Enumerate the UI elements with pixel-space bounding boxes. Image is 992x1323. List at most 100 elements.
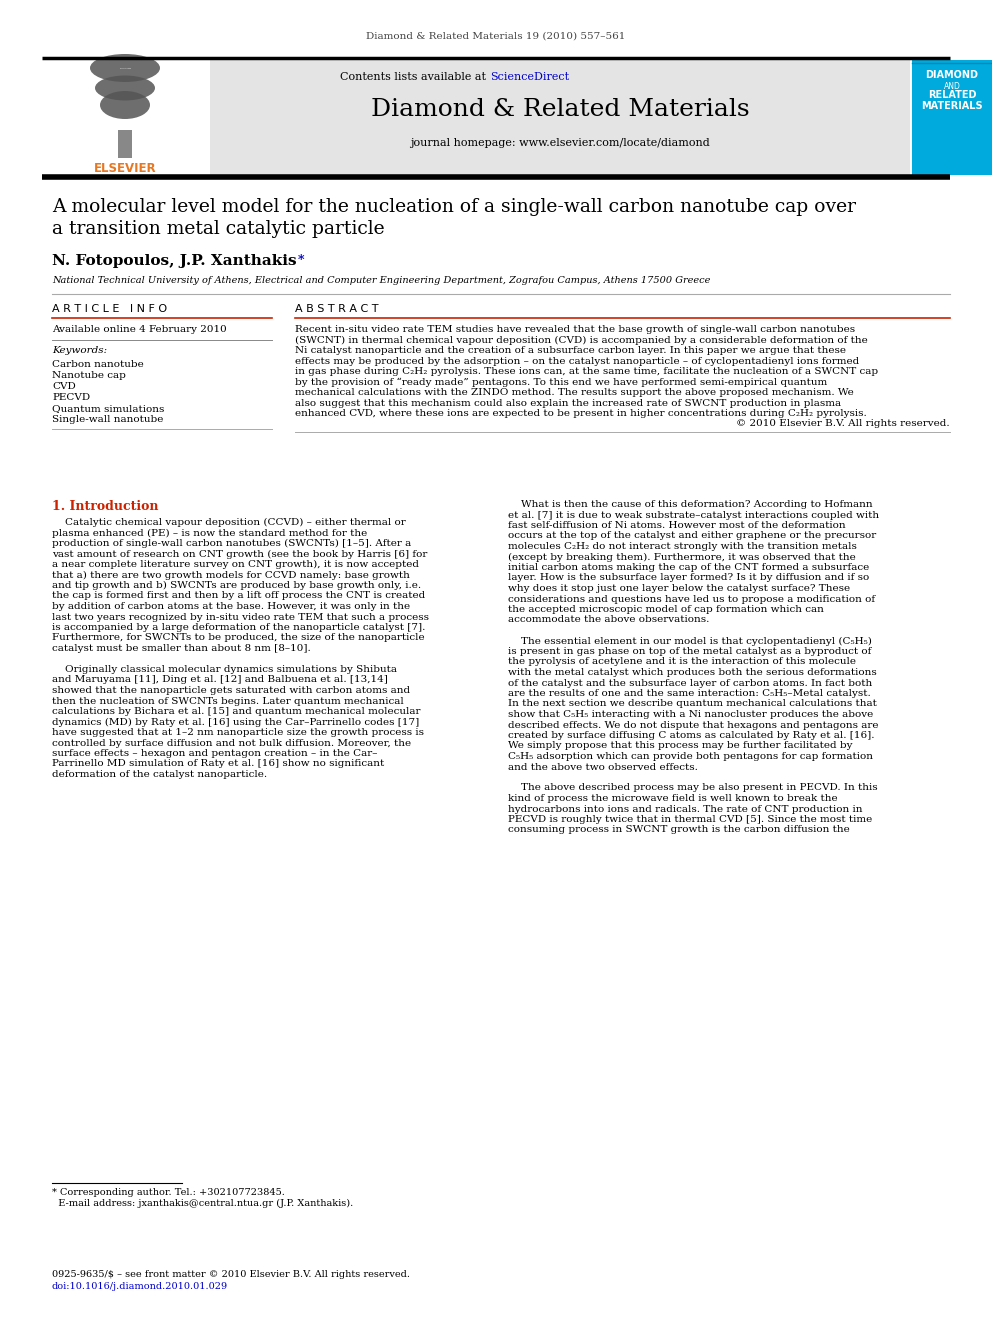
Text: by addition of carbon atoms at the base. However, it was only in the: by addition of carbon atoms at the base.…: [52, 602, 410, 611]
Text: Nanotube cap: Nanotube cap: [52, 370, 126, 380]
Text: PECVD: PECVD: [52, 393, 90, 402]
Text: Diamond & Related Materials 19 (2010) 557–561: Diamond & Related Materials 19 (2010) 55…: [366, 32, 626, 41]
Text: also suggest that this mechanism could also explain the increased rate of SWCNT : also suggest that this mechanism could a…: [295, 398, 841, 407]
Text: enhanced CVD, where these ions are expected to be present in higher concentratio: enhanced CVD, where these ions are expec…: [295, 409, 867, 418]
Text: A B S T R A C T: A B S T R A C T: [295, 304, 379, 314]
Text: The essential element in our model is that cyclopentadienyl (C₅H₅): The essential element in our model is th…: [508, 636, 872, 646]
Text: is accompanied by a large deformation of the nanoparticle catalyst [7].: is accompanied by a large deformation of…: [52, 623, 426, 632]
Text: why does it stop just one layer below the catalyst surface? These: why does it stop just one layer below th…: [508, 583, 850, 593]
Text: DIAMOND: DIAMOND: [926, 70, 978, 79]
Text: * Corresponding author. Tel.: +302107723845.: * Corresponding author. Tel.: +302107723…: [52, 1188, 285, 1197]
Text: (except by breaking them). Furthermore, it was observed that the: (except by breaking them). Furthermore, …: [508, 553, 856, 562]
Text: then the nucleation of SWCNTs begins. Later quantum mechanical: then the nucleation of SWCNTs begins. La…: [52, 696, 404, 705]
Text: journal homepage: www.elsevier.com/locate/diamond: journal homepage: www.elsevier.com/locat…: [410, 138, 710, 148]
Text: ELSEVIER: ELSEVIER: [93, 161, 157, 175]
Text: Diamond & Related Materials: Diamond & Related Materials: [371, 98, 749, 120]
Text: controlled by surface diffusion and not bulk diffusion. Moreover, the: controlled by surface diffusion and not …: [52, 738, 411, 747]
Text: molecules C₂H₂ do not interact strongly with the transition metals: molecules C₂H₂ do not interact strongly …: [508, 542, 857, 550]
Text: Catalytic chemical vapour deposition (CCVD) – either thermal or: Catalytic chemical vapour deposition (CC…: [52, 519, 406, 527]
Text: National Technical University of Athens, Electrical and Computer Engineering Dep: National Technical University of Athens,…: [52, 277, 710, 284]
Text: Carbon nanotube: Carbon nanotube: [52, 360, 144, 369]
Text: A molecular level model for the nucleation of a single-wall carbon nanotube cap : A molecular level model for the nucleati…: [52, 198, 856, 216]
Text: showed that the nanoparticle gets saturated with carbon atoms and: showed that the nanoparticle gets satura…: [52, 687, 410, 695]
Text: Quantum simulations: Quantum simulations: [52, 404, 165, 413]
Text: initial carbon atoms making the cap of the CNT formed a subsurface: initial carbon atoms making the cap of t…: [508, 564, 869, 572]
Text: is present in gas phase on top of the metal catalyst as a byproduct of: is present in gas phase on top of the me…: [508, 647, 871, 656]
Text: *: *: [298, 254, 305, 267]
Text: A R T I C L E   I N F O: A R T I C L E I N F O: [52, 304, 167, 314]
Text: layer. How is the subsurface layer formed? Is it by diffusion and if so: layer. How is the subsurface layer forme…: [508, 573, 869, 582]
Text: consuming process in SWCNT growth is the carbon diffusion the: consuming process in SWCNT growth is the…: [508, 826, 850, 835]
Text: considerations and questions have led us to propose a modification of: considerations and questions have led us…: [508, 594, 875, 603]
Text: plasma enhanced (PE) – is now the standard method for the: plasma enhanced (PE) – is now the standa…: [52, 528, 367, 537]
Text: 1. Introduction: 1. Introduction: [52, 500, 159, 513]
Text: effects may be produced by the adsorption – on the catalyst nanoparticle – of cy: effects may be produced by the adsorptio…: [295, 356, 859, 365]
Text: created by surface diffusing C atoms as calculated by Raty et al. [16].: created by surface diffusing C atoms as …: [508, 732, 875, 740]
Ellipse shape: [95, 75, 155, 101]
Text: Recent in-situ video rate TEM studies have revealed that the base growth of sing: Recent in-situ video rate TEM studies ha…: [295, 325, 855, 333]
Text: catalyst must be smaller than about 8 nm [8–10].: catalyst must be smaller than about 8 nm…: [52, 644, 310, 654]
FancyBboxPatch shape: [118, 130, 132, 157]
Ellipse shape: [90, 54, 160, 82]
Text: ScienceDirect: ScienceDirect: [490, 71, 569, 82]
Text: doi:10.1016/j.diamond.2010.01.029: doi:10.1016/j.diamond.2010.01.029: [52, 1282, 228, 1291]
Text: and the above two observed effects.: and the above two observed effects.: [508, 762, 698, 771]
Text: surface effects – hexagon and pentagon creation – in the Car–: surface effects – hexagon and pentagon c…: [52, 749, 378, 758]
Text: production of single-wall carbon nanotubes (SWCNTs) [1–5]. After a: production of single-wall carbon nanotub…: [52, 538, 412, 548]
Text: and tip growth and b) SWCNTs are produced by base growth only, i.e.: and tip growth and b) SWCNTs are produce…: [52, 581, 422, 590]
Text: E-mail address: jxanthakis@central.ntua.gr (J.P. Xanthakis).: E-mail address: jxanthakis@central.ntua.…: [52, 1199, 353, 1208]
Text: © 2010 Elsevier B.V. All rights reserved.: © 2010 Elsevier B.V. All rights reserved…: [736, 419, 950, 429]
Text: fast self-diffusion of Ni atoms. However most of the deformation: fast self-diffusion of Ni atoms. However…: [508, 521, 845, 531]
Text: (SWCNT) in thermal chemical vapour deposition (CVD) is accompanied by a consider: (SWCNT) in thermal chemical vapour depos…: [295, 336, 868, 344]
Text: a near complete literature survey on CNT growth), it is now accepted: a near complete literature survey on CNT…: [52, 560, 419, 569]
Text: have suggested that at 1–2 nm nanoparticle size the growth process is: have suggested that at 1–2 nm nanopartic…: [52, 728, 424, 737]
Text: dynamics (MD) by Raty et al. [16] using the Car–Parrinello codes [17]: dynamics (MD) by Raty et al. [16] using …: [52, 717, 420, 726]
Text: the accepted microscopic model of cap formation which can: the accepted microscopic model of cap fo…: [508, 605, 824, 614]
FancyBboxPatch shape: [912, 60, 992, 175]
Text: kind of process the microwave field is well known to break the: kind of process the microwave field is w…: [508, 794, 837, 803]
Text: C₅H₅ adsorption which can provide both pentagons for cap formation: C₅H₅ adsorption which can provide both p…: [508, 751, 873, 761]
Text: accommodate the above observations.: accommodate the above observations.: [508, 615, 709, 624]
Text: by the provision of “ready made” pentagons. To this end we have performed semi-e: by the provision of “ready made” pentago…: [295, 377, 827, 386]
Text: deformation of the catalyst nanoparticle.: deformation of the catalyst nanoparticle…: [52, 770, 267, 779]
Text: Single-wall nanotube: Single-wall nanotube: [52, 415, 164, 423]
Text: 0925-9635/$ – see front matter © 2010 Elsevier B.V. All rights reserved.: 0925-9635/$ – see front matter © 2010 El…: [52, 1270, 410, 1279]
Text: vast amount of research on CNT growth (see the book by Harris [6] for: vast amount of research on CNT growth (s…: [52, 549, 428, 558]
Text: that a) there are two growth models for CCVD namely: base growth: that a) there are two growth models for …: [52, 570, 410, 579]
Text: PECVD is roughly twice that in thermal CVD [5]. Since the most time: PECVD is roughly twice that in thermal C…: [508, 815, 872, 824]
Text: et al. [7] it is due to weak substrate–catalyst interactions coupled with: et al. [7] it is due to weak substrate–c…: [508, 511, 879, 520]
Text: Ni catalyst nanoparticle and the creation of a subsurface carbon layer. In this : Ni catalyst nanoparticle and the creatio…: [295, 347, 846, 355]
Ellipse shape: [100, 91, 150, 119]
Text: last two years recognized by in-situ video rate TEM that such a process: last two years recognized by in-situ vid…: [52, 613, 429, 622]
Text: The above described process may be also present in PECVD. In this: The above described process may be also …: [508, 783, 878, 792]
Text: in gas phase during C₂H₂ pyrolysis. These ions can, at the same time, facilitate: in gas phase during C₂H₂ pyrolysis. Thes…: [295, 366, 878, 376]
Text: AND: AND: [943, 82, 960, 91]
Text: occurs at the top of the catalyst and either graphene or the precursor: occurs at the top of the catalyst and ei…: [508, 532, 876, 541]
Text: of the catalyst and the subsurface layer of carbon atoms. In fact both: of the catalyst and the subsurface layer…: [508, 679, 872, 688]
Text: and Maruyama [11], Ding et al. [12] and Balbuena et al. [13,14]: and Maruyama [11], Ding et al. [12] and …: [52, 676, 388, 684]
Text: Furthermore, for SWCNTs to be produced, the size of the nanoparticle: Furthermore, for SWCNTs to be produced, …: [52, 634, 425, 643]
FancyBboxPatch shape: [210, 60, 910, 175]
Text: CVD: CVD: [52, 382, 75, 392]
Text: We simply propose that this process may be further facilitated by: We simply propose that this process may …: [508, 741, 852, 750]
Text: Parrinello MD simulation of Raty et al. [16] show no significant: Parrinello MD simulation of Raty et al. …: [52, 759, 384, 769]
Text: RELATED: RELATED: [928, 90, 976, 101]
Text: MATERIALS: MATERIALS: [922, 101, 983, 111]
FancyBboxPatch shape: [42, 60, 208, 175]
Text: show that C₅H₅ interacting with a Ni nanocluster produces the above: show that C₅H₅ interacting with a Ni nan…: [508, 710, 873, 718]
Text: described effects. We do not dispute that hexagons and pentagons are: described effects. We do not dispute tha…: [508, 721, 879, 729]
Text: Contents lists available at: Contents lists available at: [340, 71, 490, 82]
Text: a transition metal catalytic particle: a transition metal catalytic particle: [52, 220, 385, 238]
Text: Originally classical molecular dynamics simulations by Shibuta: Originally classical molecular dynamics …: [52, 665, 397, 673]
Text: calculations by Bichara et al. [15] and quantum mechanical molecular: calculations by Bichara et al. [15] and …: [52, 706, 421, 716]
Text: mechanical calculations with the ZINDO method. The results support the above pro: mechanical calculations with the ZINDO m…: [295, 388, 854, 397]
Text: Available online 4 February 2010: Available online 4 February 2010: [52, 325, 227, 333]
Text: with the metal catalyst which produces both the serious deformations: with the metal catalyst which produces b…: [508, 668, 877, 677]
Text: N. Fotopoulos, J.P. Xanthakis: N. Fotopoulos, J.P. Xanthakis: [52, 254, 302, 269]
Text: are the results of one and the same interaction: C₅H₅–Metal catalyst.: are the results of one and the same inte…: [508, 689, 871, 699]
Text: Keywords:: Keywords:: [52, 347, 107, 355]
Text: What is then the cause of this deformation? According to Hofmann: What is then the cause of this deformati…: [508, 500, 873, 509]
Text: the cap is formed first and then by a lift off process the CNT is created: the cap is formed first and then by a li…: [52, 591, 426, 601]
Text: hydrocarbons into ions and radicals. The rate of CNT production in: hydrocarbons into ions and radicals. The…: [508, 804, 862, 814]
Text: the pyrolysis of acetylene and it is the interaction of this molecule: the pyrolysis of acetylene and it is the…: [508, 658, 856, 667]
